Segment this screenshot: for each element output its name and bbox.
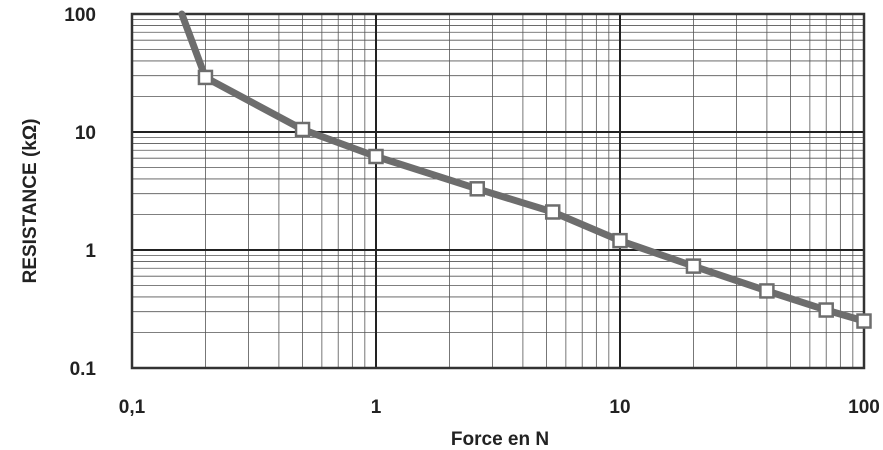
- data-point-marker: [612, 232, 628, 249]
- plot-frame: [130, 12, 866, 370]
- data-point-marker: [368, 148, 384, 165]
- data-point-marker: [544, 204, 561, 220]
- y-tick-label: 0.1: [70, 359, 97, 380]
- data-point-marker: [469, 181, 486, 197]
- x-tick-label: 100: [848, 397, 880, 418]
- x-tick-label: 1: [371, 397, 382, 418]
- x-axis-label: Force en N: [451, 429, 549, 450]
- x-tick-label: 0,1: [119, 397, 146, 418]
- y-tick-labels: 0.1 1 10 100: [64, 5, 96, 380]
- x-tick-label: 10: [609, 397, 630, 418]
- data-markers: [197, 69, 872, 329]
- data-point-marker: [856, 313, 872, 329]
- y-tick-label: 100: [64, 5, 96, 26]
- y-tick-label: 10: [75, 123, 96, 144]
- data-point-marker: [685, 258, 702, 274]
- x-tick-labels: 0,1 1 10 100: [119, 397, 880, 418]
- data-point-marker: [759, 283, 775, 299]
- major-grid: [131, 13, 865, 369]
- y-tick-label: 1: [85, 241, 96, 262]
- data-point-marker: [818, 302, 834, 318]
- y-axis-label: RESISTANCE (kΩ): [20, 119, 41, 284]
- data-point-marker: [294, 121, 311, 138]
- data-point-marker: [197, 69, 214, 86]
- minor-grid: [132, 14, 864, 368]
